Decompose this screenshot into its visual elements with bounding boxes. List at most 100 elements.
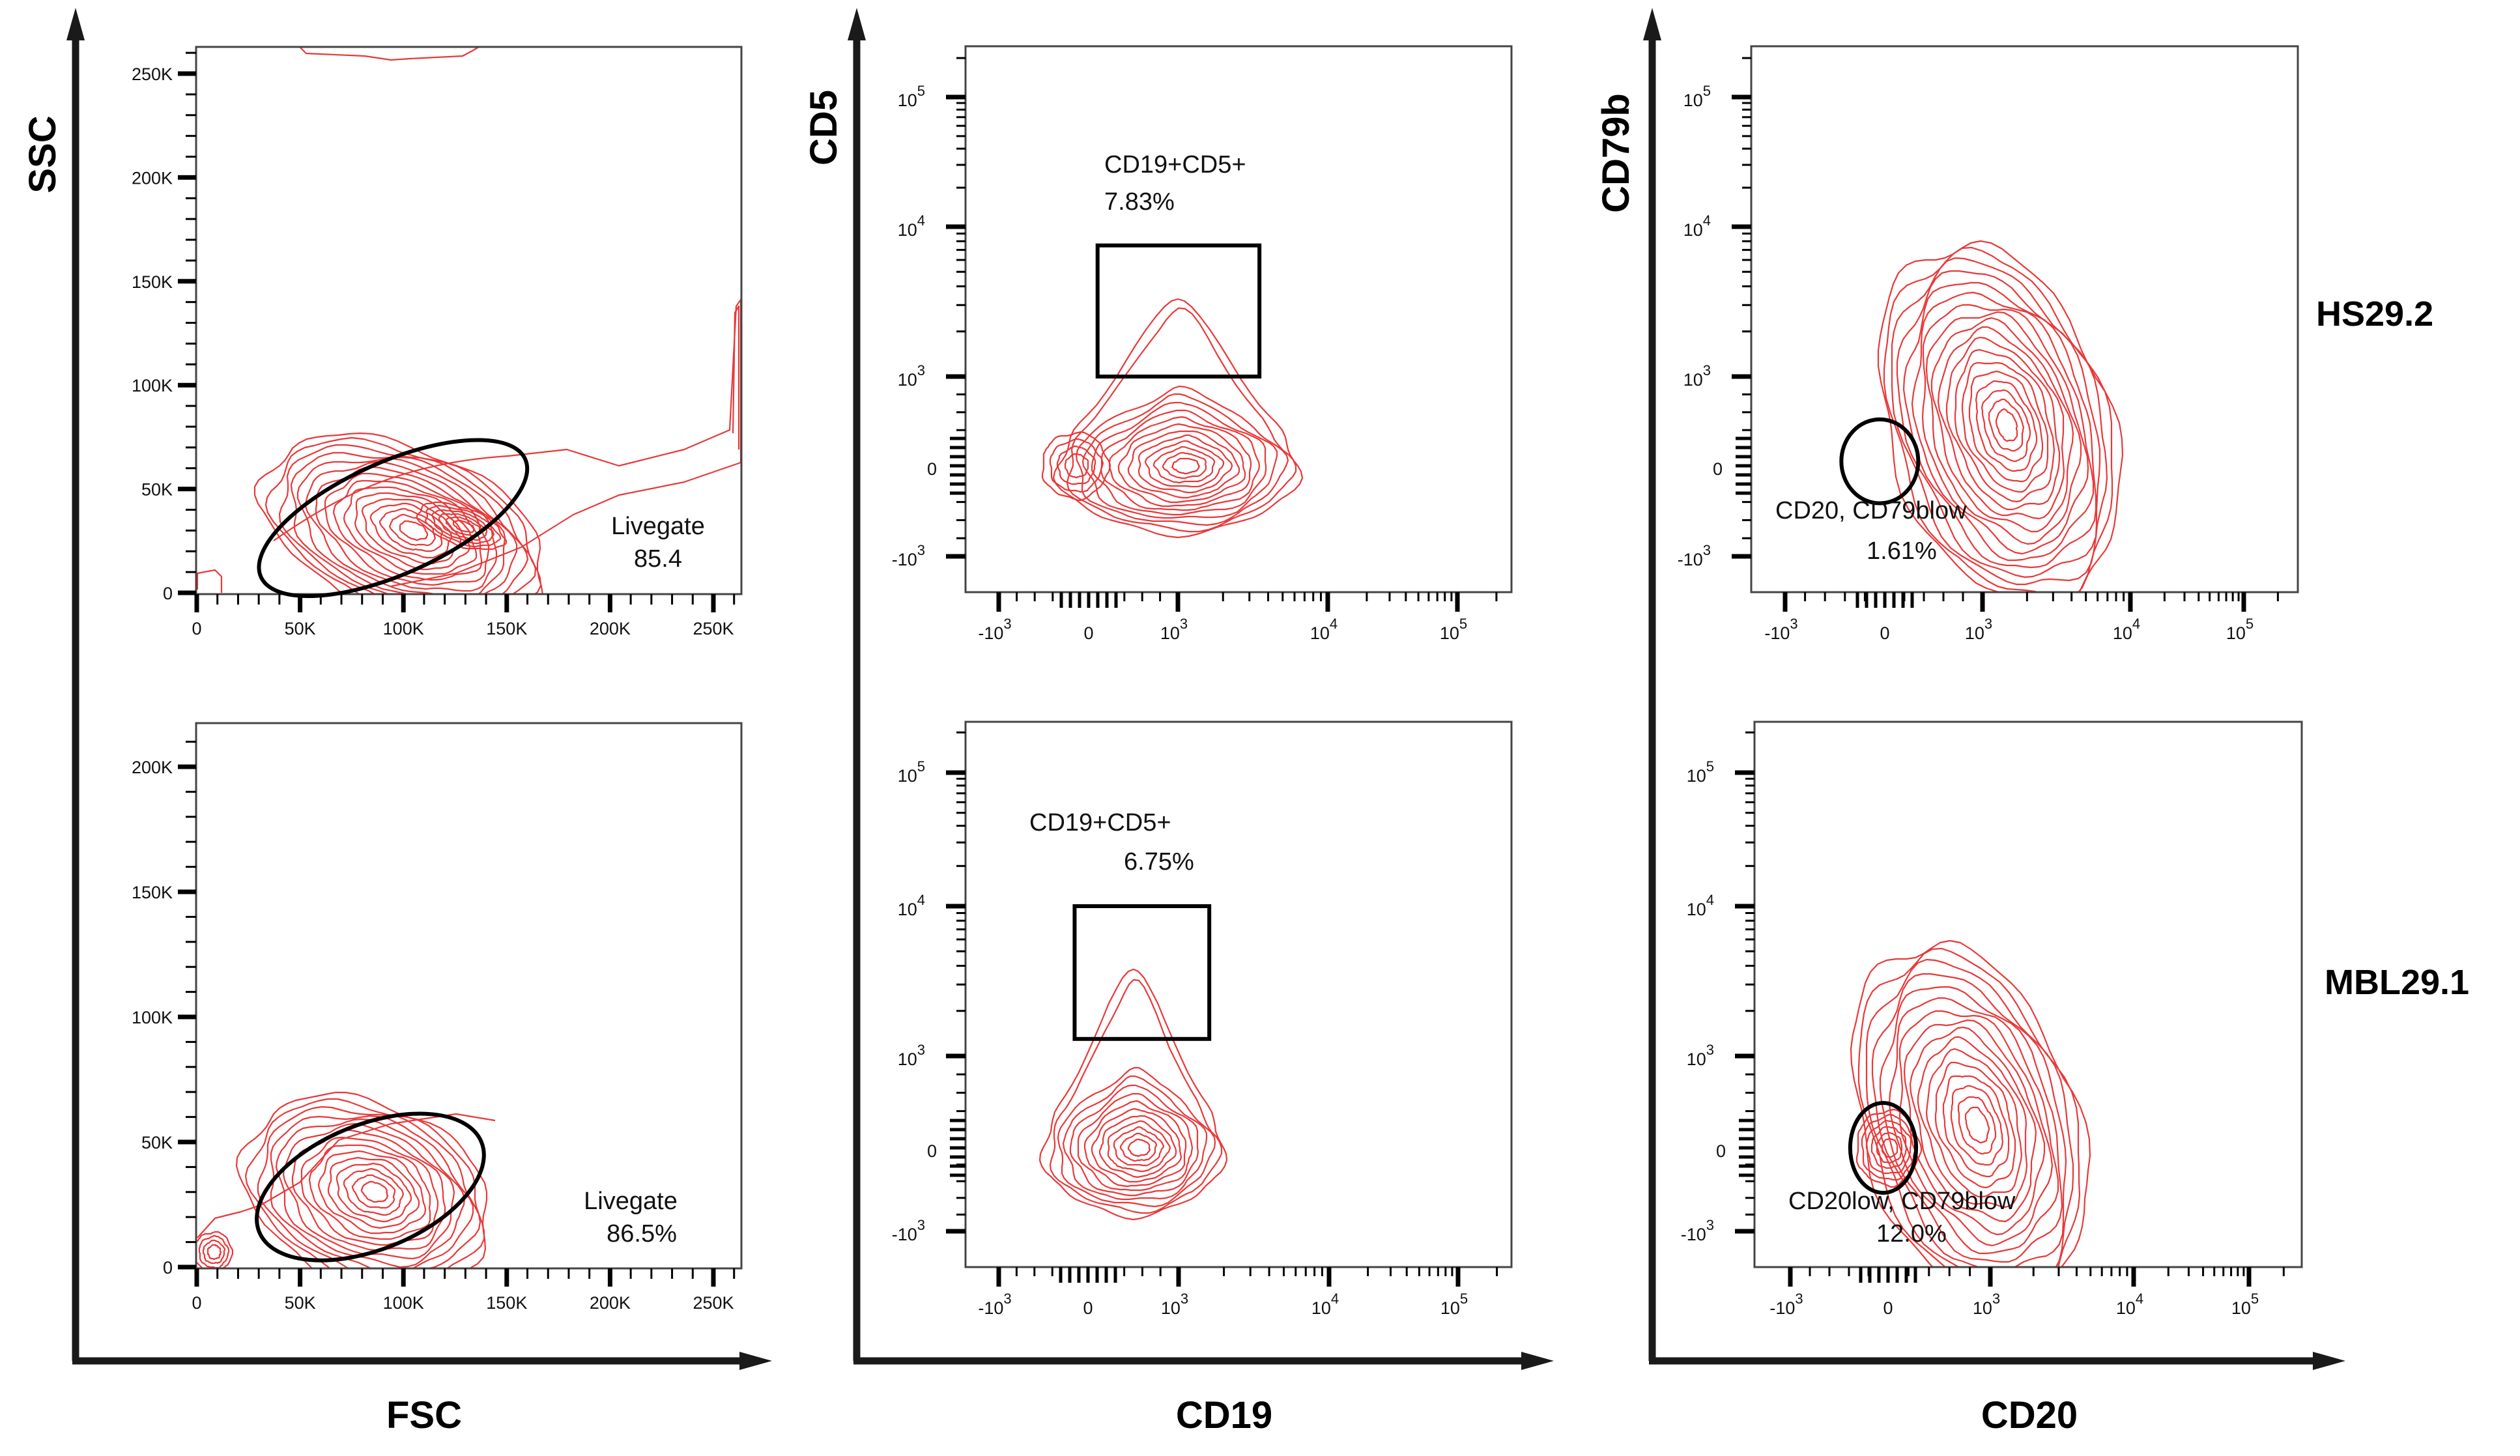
gate-name-label: Livegate	[611, 513, 705, 540]
y-tick-label: 0	[927, 459, 937, 479]
gate-name-label: CD19+CD5+	[1104, 151, 1246, 178]
panel-r2c3: -103 0 103 104 105 -103 0 103 104 105	[1681, 721, 2303, 1318]
tick-exponent: 5	[917, 758, 925, 775]
contour-line	[336, 1162, 412, 1223]
contour-line	[296, 457, 518, 594]
y-tick-label: 0	[163, 1258, 173, 1278]
contour-line	[1995, 408, 2018, 442]
contour-line	[273, 298, 741, 588]
contour-group	[1850, 939, 2091, 1267]
contour-line	[1934, 1061, 2016, 1189]
tick-exponent: 3	[917, 1042, 925, 1058]
contour-line	[431, 509, 495, 545]
gate-percent-label: 85.4	[634, 545, 682, 573]
contour-line	[1909, 1026, 2037, 1223]
gate-ellipse	[255, 1111, 486, 1263]
contour-line	[1903, 1019, 2046, 1236]
panel-r2c2: -103 0 103 104 105 -103 0 103 104 105	[892, 721, 1513, 1318]
cd79b-arrowhead-icon	[1643, 8, 1661, 40]
contour-line	[1083, 1100, 1187, 1188]
contour-line	[1957, 1096, 1997, 1155]
x-tick-label: 105	[2226, 616, 2254, 643]
row-label-hs29-2: HS29.2	[2316, 294, 2433, 334]
contour-line	[1975, 380, 2038, 472]
contour-line	[1066, 307, 1297, 533]
contour-line	[343, 1167, 405, 1216]
tick-exponent: 3	[1706, 1217, 1714, 1233]
y-tick-label: 0	[927, 1141, 937, 1161]
contour-line	[304, 461, 506, 594]
x-tick-label: 50K	[285, 1293, 316, 1313]
y-tick-label: 0	[1713, 459, 1723, 479]
x-tick-label: 0	[192, 619, 201, 638]
cd19-axis-title: CD19	[1176, 1394, 1272, 1436]
x-tick-label: 0	[1880, 623, 1889, 643]
x-tick-label: 250K	[693, 1293, 734, 1313]
gate-name-label: CD20, CD79blow	[1775, 497, 1967, 524]
x-tick-label: 0	[192, 1293, 201, 1313]
contour-group	[196, 1091, 496, 1268]
y-tick-label: 100K	[132, 1008, 173, 1027]
y-tick-label: 103	[898, 1042, 925, 1069]
contour-line	[1098, 1115, 1177, 1178]
contour-line	[354, 492, 471, 571]
x-tick-label: 103	[1965, 616, 1992, 643]
contour-line	[1056, 445, 1096, 485]
tick-exponent: 3	[1003, 616, 1011, 632]
panels: 0 50K 100K 150K 200K 250K 0 50K 100K 150K 200K 250K…	[132, 45, 2303, 1318]
tick-exponent: 3	[1706, 1042, 1714, 1058]
y-tick-label: 150K	[132, 883, 173, 902]
contour-line	[1891, 257, 2108, 586]
contour-line	[270, 1115, 474, 1268]
gate-percent-label: 12.0%	[1876, 1220, 1947, 1248]
contour-line	[1876, 1132, 1903, 1164]
contour-line	[1127, 1138, 1151, 1158]
y-tick-label: -103	[892, 542, 925, 569]
contour-line	[198, 1235, 230, 1268]
contour-line	[1091, 1107, 1182, 1183]
tick-exponent: 3	[1703, 542, 1711, 558]
tick-exponent: 5	[917, 83, 925, 99]
gate-percent-label: 7.83%	[1104, 188, 1175, 216]
tick-exponent: 4	[917, 212, 925, 229]
contour-line	[1896, 270, 2101, 578]
y-tick-label: 250K	[132, 64, 173, 84]
contour-line	[265, 436, 542, 594]
x-tick-label: 104	[2116, 1291, 2143, 1318]
contour-line	[196, 1231, 234, 1268]
x-tick-label: -103	[1769, 1291, 1803, 1318]
contour-line	[275, 1118, 466, 1268]
gate-name-label: CD20low, CD79blow	[1788, 1188, 2016, 1215]
y-tick-label: -103	[1681, 1217, 1714, 1244]
contour-line	[300, 1136, 439, 1246]
y-tick-label: 103	[898, 362, 925, 390]
y-tick-label: 105	[1687, 758, 1714, 786]
x-tick-label: 200K	[590, 619, 631, 638]
tick-exponent: 3	[1992, 1291, 2000, 1307]
tick-exponent: 3	[1790, 616, 1797, 632]
y-tick-label: 0	[1716, 1141, 1726, 1161]
x-tick-label: 100K	[383, 619, 424, 638]
contour-line	[1861, 1113, 1918, 1181]
x-tick-label: 103	[1973, 1291, 2000, 1318]
contour-line	[1954, 349, 2055, 503]
contour-line	[290, 451, 529, 594]
tick-group: -103 0 103 104 105 -103 0 103 104 105	[892, 57, 1498, 643]
x-tick-label: 150K	[486, 619, 527, 638]
contour-line	[1871, 973, 2067, 1267]
contour-line	[1961, 362, 2049, 493]
contour-line	[1888, 997, 2059, 1255]
contour-line	[424, 504, 502, 548]
y-tick-label: 104	[898, 212, 925, 240]
contour-line	[207, 1244, 222, 1261]
gate-name-label: CD19+CD5+	[1029, 809, 1171, 836]
tick-group: 0 50K 100K 150K 200K 250K 0 50K 100K 150K 200K 250K	[132, 51, 736, 638]
ssc-arrowhead-icon	[66, 8, 85, 40]
contour-line	[1064, 453, 1089, 479]
cd5-arrowhead-icon	[848, 8, 866, 40]
tick-exponent: 4	[2132, 616, 2140, 632]
x-tick-label: -103	[1764, 616, 1797, 643]
contour-line	[1925, 1048, 2023, 1198]
y-tick-label: 0	[163, 584, 173, 603]
